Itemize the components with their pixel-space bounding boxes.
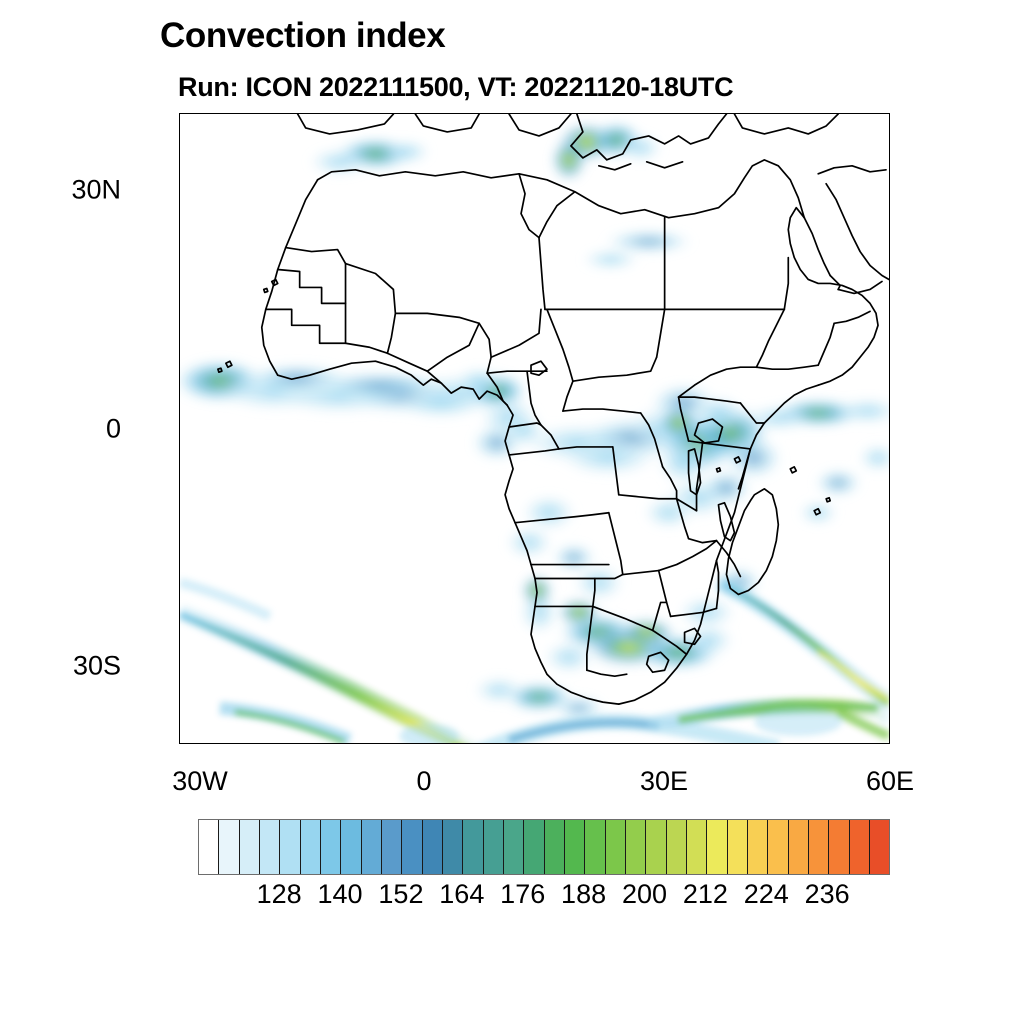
x-tick-top-30w (180, 113, 182, 114)
colorbar-cell-0 (199, 820, 220, 874)
colorbar-cell-16 (524, 820, 545, 874)
colorbar-cell-25 (707, 820, 728, 874)
colorbar-tick-164: 164 (439, 879, 485, 909)
colorbar-swatches (198, 819, 890, 875)
x-tick-30e (654, 743, 656, 744)
y-tick-15n (179, 311, 180, 313)
colorbar-cell-32 (849, 820, 870, 874)
y-tick-15s (179, 548, 180, 550)
y-tick-right-0 (889, 429, 890, 431)
colorbar-cell-30 (808, 820, 830, 874)
colorbar-tick-128: 128 (256, 879, 302, 909)
colorbar-cell-24 (686, 820, 708, 874)
y-tick-right-30s (889, 666, 890, 668)
x-tick-60e (889, 743, 890, 744)
colorbar-tick-200: 200 (621, 879, 667, 909)
colorbar-cell-17 (544, 820, 565, 874)
colorbar-tick-140: 140 (317, 879, 363, 909)
colorbar-tick-152: 152 (378, 879, 424, 909)
y-tick-right-15s (889, 548, 890, 550)
colorbar-cell-31 (829, 820, 850, 874)
colorbar-cell-2 (239, 820, 260, 874)
y-tick-0 (179, 429, 180, 431)
colorbar-cell-19 (585, 820, 606, 874)
colorbar-cell-12 (442, 820, 464, 874)
x-tick-15e (535, 743, 537, 744)
colorbar-cell-8 (361, 820, 382, 874)
colorbar-tick-224: 224 (743, 879, 789, 909)
colorbar-tick-236: 236 (804, 879, 850, 909)
colorbar-cell-11 (422, 820, 443, 874)
figure-subtitle: Run: ICON 2022111500, VT: 20221120-18UTC (178, 72, 734, 102)
colorbar-cell-20 (605, 820, 626, 874)
x-tick-45e (772, 743, 774, 744)
x-axis-label-60e: 60E (865, 766, 915, 796)
x-tick-top-60e (889, 113, 890, 114)
colorbar: 128 140 152 164 176 188 200 212 224 236 (198, 819, 890, 909)
colorbar-cell-6 (320, 820, 342, 874)
x-axis-label-30e: 30E (639, 766, 689, 796)
colorbar-cell-13 (463, 820, 484, 874)
x-tick-15w (298, 743, 300, 744)
y-tick-30n (179, 189, 180, 191)
colorbar-tick-212: 212 (682, 879, 728, 909)
colorbar-cell-18 (564, 820, 586, 874)
map-panel (179, 113, 890, 744)
x-tick-top-15w (298, 113, 300, 114)
colorbar-cell-28 (768, 820, 789, 874)
y-tick-right-15n (889, 311, 890, 313)
colorbar-cell-5 (300, 820, 321, 874)
colorbar-cell-9 (381, 820, 403, 874)
x-tick-top-45e (772, 113, 774, 114)
colorbar-cell-27 (747, 820, 769, 874)
colorbar-cell-22 (646, 820, 667, 874)
colorbar-cell-14 (483, 820, 504, 874)
colorbar-cell-23 (666, 820, 687, 874)
page-title: Convection index (160, 16, 446, 55)
colorbar-cell-33 (869, 820, 890, 874)
y-axis-label-0: 0 (105, 413, 121, 444)
x-tick-30w (180, 743, 182, 744)
colorbar-cell-1 (219, 820, 240, 874)
x-tick-top-30e (654, 113, 656, 114)
x-axis-label-30w: 30W (172, 766, 228, 796)
convection-index-raster (180, 114, 889, 743)
y-tick-30s (179, 666, 180, 668)
colorbar-cell-7 (341, 820, 362, 874)
colorbar-tick-176: 176 (500, 879, 546, 909)
colorbar-cell-4 (280, 820, 301, 874)
x-tick-top-0 (417, 113, 419, 114)
colorbar-cell-15 (503, 820, 525, 874)
colorbar-cell-26 (727, 820, 748, 874)
x-tick-0 (417, 743, 419, 744)
colorbar-cell-21 (625, 820, 647, 874)
colorbar-tick-188: 188 (561, 879, 607, 909)
y-tick-right-30n (889, 189, 890, 191)
colorbar-cell-3 (259, 820, 281, 874)
x-tick-top-15e (535, 113, 537, 114)
colorbar-cell-29 (788, 820, 809, 874)
colorbar-tick-labels: 128 140 152 164 176 188 200 212 224 236 (198, 879, 890, 919)
x-axis-label-0: 0 (416, 766, 432, 796)
colorbar-cell-10 (402, 820, 423, 874)
y-axis-label-30s: 30S (72, 650, 121, 681)
y-axis-label-30n: 30N (71, 174, 121, 205)
